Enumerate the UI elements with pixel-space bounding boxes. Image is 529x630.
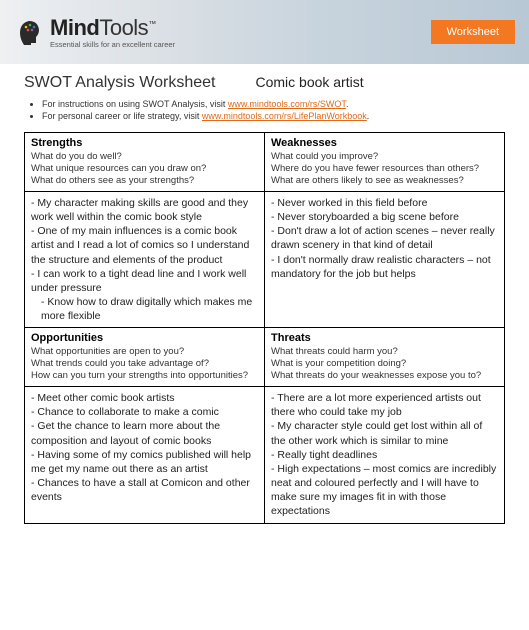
- list-item: - Chance to collaborate to make a comic: [31, 405, 258, 419]
- list-item: - Never storyboarded a big scene before: [271, 210, 498, 224]
- list-item: - Having some of my comics published wil…: [31, 448, 258, 476]
- header-banner: MindTools™ Essential skills for an excel…: [0, 0, 529, 64]
- instruction-item: For instructions on using SWOT Analysis,…: [42, 98, 505, 110]
- worksheet-badge: Worksheet: [431, 20, 515, 44]
- list-item: - Chances to have a stall at Comicon and…: [31, 476, 258, 504]
- list-item: - There are a lot more experienced artis…: [271, 391, 498, 419]
- strengths-heading: Strengths: [31, 137, 258, 149]
- weaknesses-header-cell: Weaknesses What could you improve? Where…: [265, 133, 505, 192]
- list-item: - Know how to draw digitally which makes…: [31, 295, 258, 323]
- instruction-item: For personal career or life strategy, vi…: [42, 110, 505, 122]
- list-item: - Never worked in this field before: [271, 196, 498, 210]
- title-row: SWOT Analysis Worksheet Comic book artis…: [24, 74, 505, 92]
- instruction-link[interactable]: www.mindtools.com/rs/LifePlanWorkbook: [202, 111, 367, 121]
- strengths-body: - My character making skills are good an…: [25, 191, 265, 328]
- list-item: - I don't normally draw realistic charac…: [271, 253, 498, 281]
- strengths-header-cell: Strengths What do you do well? What uniq…: [25, 133, 265, 192]
- opportunities-prompts: What opportunities are open to you? What…: [31, 346, 258, 382]
- list-item: - My character style could get lost with…: [271, 419, 498, 447]
- strengths-prompts: What do you do well? What unique resourc…: [31, 151, 258, 187]
- instruction-link[interactable]: www.mindtools.com/rs/SWOT: [228, 99, 346, 109]
- weaknesses-body: - Never worked in this field before - Ne…: [265, 191, 505, 328]
- brand-bold: Mind: [50, 15, 99, 40]
- brand-rest: Tools: [99, 15, 148, 40]
- list-item: - Really tight deadlines: [271, 448, 498, 462]
- threats-body: - There are a lot more experienced artis…: [265, 387, 505, 524]
- weaknesses-prompts: What could you improve? Where do you hav…: [271, 151, 498, 187]
- list-item: - High expectations – most comics are in…: [271, 462, 498, 519]
- list-item: - One of my main influences is a comic b…: [31, 224, 258, 267]
- instruction-pre: For instructions on using SWOT Analysis,…: [42, 99, 228, 109]
- mindtools-head-icon: [14, 17, 44, 47]
- list-item: - Get the chance to learn more about the…: [31, 419, 258, 447]
- page-title: SWOT Analysis Worksheet: [24, 74, 215, 92]
- instructions-list: For instructions on using SWOT Analysis,…: [24, 98, 505, 122]
- instruction-post: .: [367, 111, 370, 121]
- swot-table: Strengths What do you do well? What uniq…: [24, 132, 505, 523]
- opportunities-header-cell: Opportunities What opportunities are ope…: [25, 328, 265, 387]
- opportunities-heading: Opportunities: [31, 332, 258, 344]
- logo: MindTools™ Essential skills for an excel…: [14, 15, 175, 49]
- threats-header-cell: Threats What threats could harm you? Wha…: [265, 328, 505, 387]
- document-body: SWOT Analysis Worksheet Comic book artis…: [0, 64, 529, 524]
- instruction-post: .: [346, 99, 349, 109]
- brand-name: MindTools™: [50, 15, 175, 41]
- context-title: Comic book artist: [255, 74, 363, 90]
- brand-tagline: Essential skills for an excellent career: [50, 40, 175, 49]
- threats-heading: Threats: [271, 332, 498, 344]
- threats-prompts: What threats could harm you? What is you…: [271, 346, 498, 382]
- list-item: - I can work to a tight dead line and I …: [31, 267, 258, 295]
- opportunities-body: - Meet other comic book artists - Chance…: [25, 387, 265, 524]
- list-item: - Don't draw a lot of action scenes – ne…: [271, 224, 498, 252]
- instruction-pre: For personal career or life strategy, vi…: [42, 111, 202, 121]
- weaknesses-heading: Weaknesses: [271, 137, 498, 149]
- list-item: - Meet other comic book artists: [31, 391, 258, 405]
- list-item: - My character making skills are good an…: [31, 196, 258, 224]
- logo-text: MindTools™ Essential skills for an excel…: [50, 15, 175, 49]
